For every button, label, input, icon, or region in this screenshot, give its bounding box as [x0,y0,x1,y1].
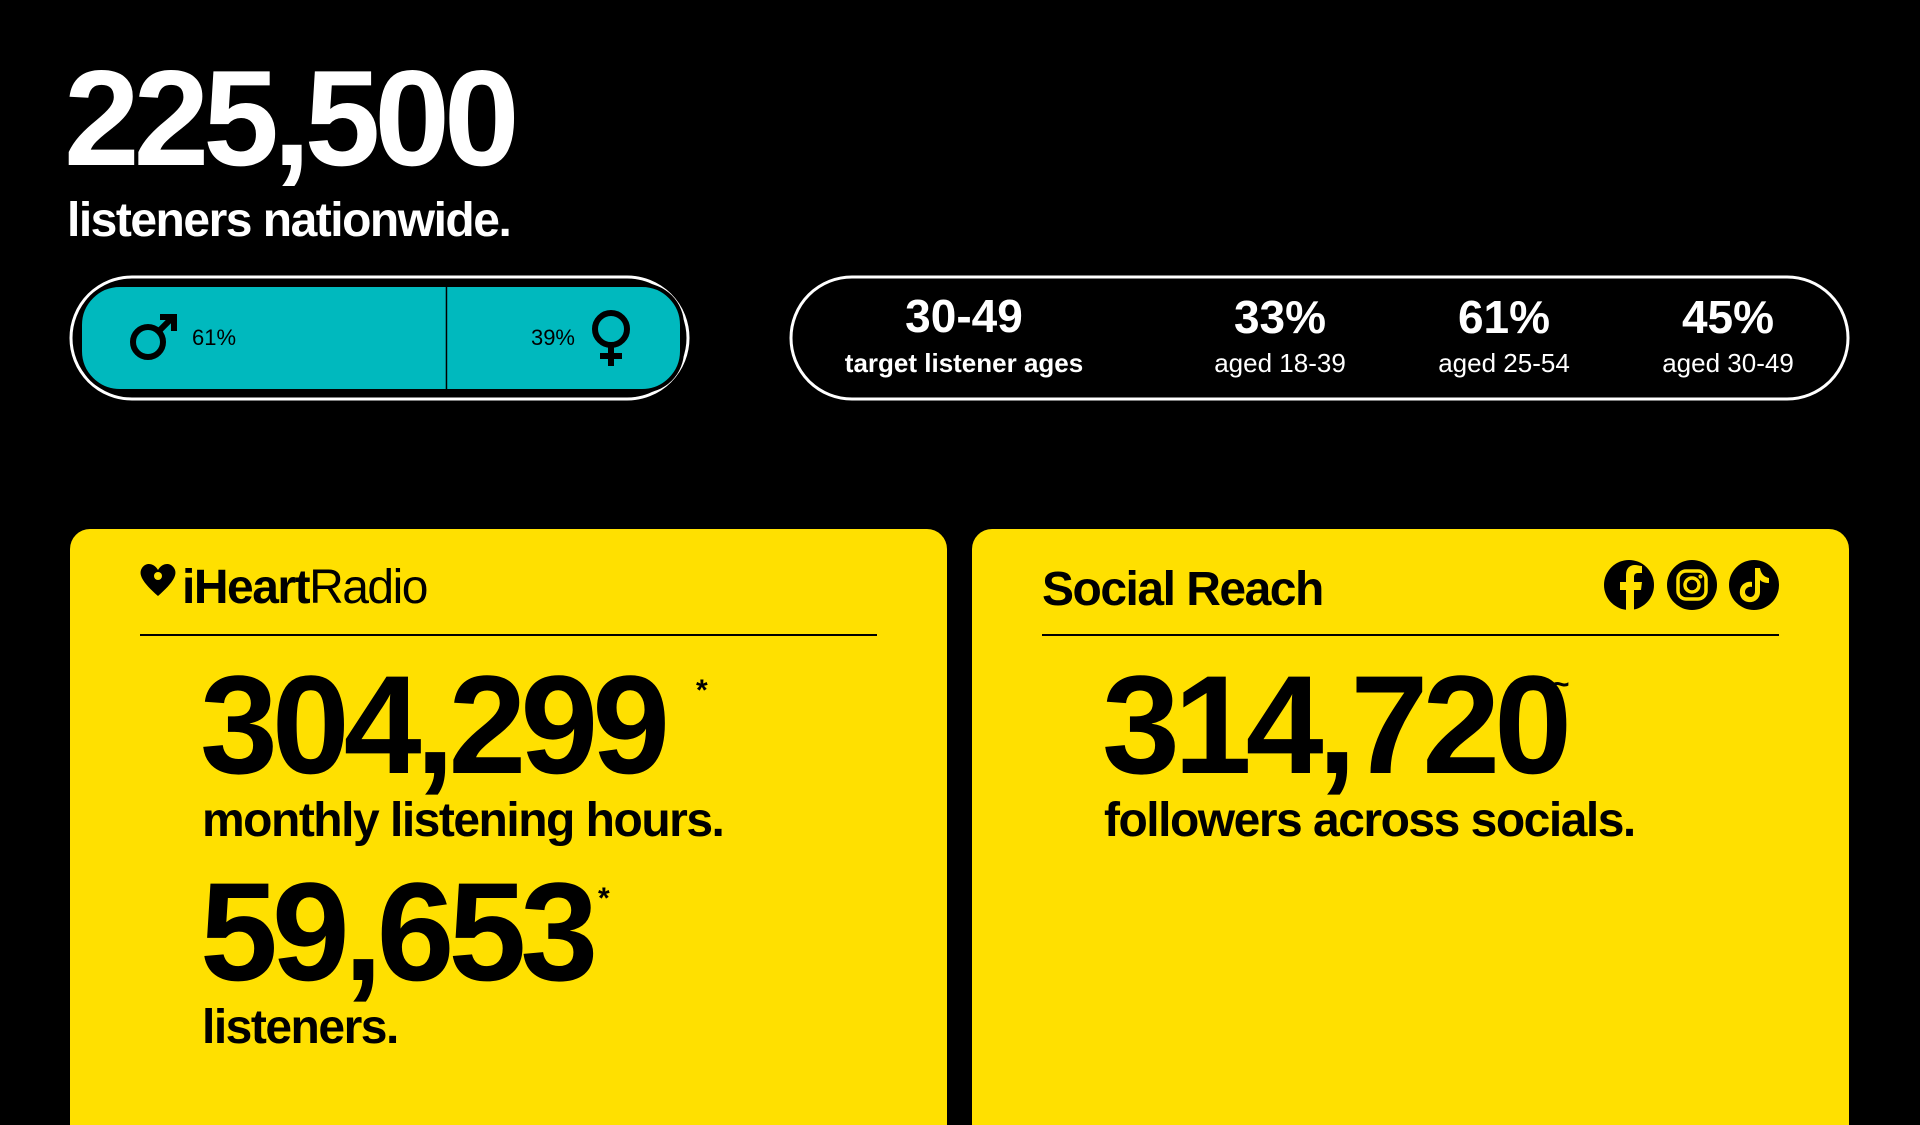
social-value: 314,720 [1102,646,1567,803]
gender-segment [447,285,682,391]
target-ages: 30-49 [905,290,1023,342]
gender-pill [69,275,690,401]
brand-bold: iHeart [182,561,311,614]
stat-value: 304,299 [200,646,665,803]
total-listeners: 225,500 [64,42,515,194]
age-pill [789,275,1850,401]
age-range: aged 18-39 [1214,348,1346,378]
stat-value: 59,653 [200,853,593,1010]
age-range: aged 25-54 [1438,348,1570,378]
age-share: 33% [1234,291,1326,343]
social-label: followers across socials. [1104,794,1635,847]
stat-note: * [696,674,708,707]
stat-label: listeners. [202,1001,398,1054]
female-icon [592,310,630,366]
male-icon [130,314,177,360]
facebook-icon[interactable] [1604,560,1654,612]
stat-label: monthly listening hours. [202,794,723,847]
stat-note: * [598,882,610,915]
age-share: 61% [1458,291,1550,343]
target-ages-label: target listener ages [845,348,1083,378]
iheart-logo-icon [140,564,176,596]
iheart-logo: iHeartRadio [182,561,427,614]
brand-light: Radio [309,561,427,614]
tiktok-icon[interactable] [1729,560,1779,610]
gender-segment [80,285,448,391]
social-note: ~ [1552,668,1570,701]
male-share: 61% [192,325,236,350]
instagram-icon[interactable] [1667,560,1717,610]
age-share: 45% [1682,291,1774,343]
bar-outline [78,283,684,393]
age-range: aged 30-49 [1662,348,1794,378]
female-share: 39% [531,325,575,350]
gender-bar [78,283,684,393]
subtitle: listeners nationwide. [67,194,510,247]
social-card [972,529,1849,1125]
iheart-card [70,529,947,1125]
social-title: Social Reach [1042,563,1323,616]
age-groups: 33% aged 18-39 61% aged 25-54 45% aged 30-49 [1214,291,1794,378]
